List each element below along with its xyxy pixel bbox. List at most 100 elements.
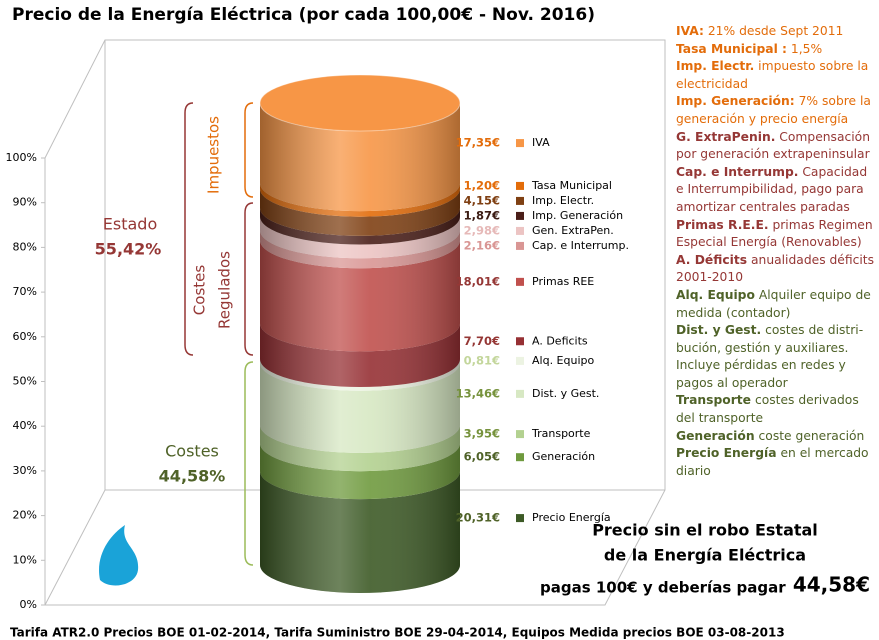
note: G. ExtraPenin. Compensación por generaci… bbox=[676, 129, 876, 164]
value-label: 20,31€ bbox=[456, 511, 500, 525]
note-text: primas Regimen Especial Energía (Renovab… bbox=[676, 217, 873, 250]
note-text: 7% sobre la generación y precio energía bbox=[676, 94, 871, 126]
value-label: 18,01€ bbox=[456, 274, 500, 288]
note: Primas R.E.E. primas Regimen Especial En… bbox=[676, 217, 876, 252]
legend-swatch bbox=[516, 226, 524, 235]
legend-label: A. Deficits bbox=[532, 334, 588, 347]
summary-line: de la Energía Eléctrica bbox=[604, 546, 806, 565]
note-text: Alquiler equipo de medida (contador) bbox=[676, 287, 871, 320]
value-label: 0,81€ bbox=[464, 353, 500, 367]
note-text: 1,5% bbox=[790, 41, 823, 56]
note-term: Precio Energía bbox=[676, 446, 777, 461]
legend-swatch bbox=[516, 241, 524, 250]
note-term: Alq. Equipo bbox=[676, 287, 755, 302]
note-term: G. ExtraPenin. bbox=[676, 129, 776, 144]
note-term: Primas R.E.E. bbox=[676, 217, 769, 232]
y-tick-label: 0% bbox=[20, 598, 37, 611]
group-label: Costes bbox=[165, 442, 219, 461]
note-text: en el mercado diario bbox=[676, 446, 869, 478]
legend-label: Cap. e Interrump. bbox=[532, 239, 629, 252]
legend-label: Imp. Generación bbox=[532, 209, 623, 222]
summary-line: pagas 100€ y deberías pagar bbox=[540, 579, 786, 597]
value-label: 6,05€ bbox=[464, 450, 500, 464]
chart-title: Precio de la Energía Eléctrica (por cada… bbox=[12, 5, 595, 25]
y-tick-label: 80% bbox=[13, 240, 37, 253]
y-tick-label: 50% bbox=[13, 375, 37, 388]
y-tick-label: 30% bbox=[13, 464, 37, 477]
y-tick-label: 100% bbox=[6, 151, 37, 164]
value-label: 2,98€ bbox=[464, 223, 500, 237]
group-label: Regulados bbox=[216, 251, 234, 329]
legend-label: Gen. ExtraPen. bbox=[532, 224, 614, 237]
legend-label: Imp. Electr. bbox=[532, 194, 594, 207]
group-total: 55,42% bbox=[95, 240, 162, 259]
note-term: Cap. e Interrump. bbox=[676, 164, 799, 179]
note-term: Imp. Generación: bbox=[676, 94, 795, 109]
legend-label: Precio Energía bbox=[532, 511, 611, 524]
notes: IVA: 21% desde Sept 2011 Tasa Municipal :… bbox=[676, 23, 876, 480]
legend-swatch bbox=[516, 356, 524, 365]
note-term: Imp. Electr. bbox=[676, 59, 755, 74]
summary-amount: 44,58€ bbox=[793, 573, 870, 597]
y-tick-label: 40% bbox=[13, 419, 37, 432]
legend-swatch bbox=[516, 277, 524, 286]
group-label: Costes bbox=[191, 265, 209, 316]
note-term: IVA: bbox=[676, 24, 704, 38]
note-text: coste generación bbox=[758, 428, 865, 443]
y-tick-label: 10% bbox=[13, 553, 37, 566]
note-term: Tasa Municipal : bbox=[676, 41, 787, 56]
note: A. Déficits anualidades déficits 2001-20… bbox=[676, 252, 876, 287]
note: Transporte costes derivados del transpor… bbox=[676, 392, 876, 427]
bracket bbox=[184, 102, 194, 356]
legend-swatch bbox=[516, 453, 524, 462]
note-text: impuesto sobre la electricidad bbox=[676, 59, 869, 91]
note-term: Generación bbox=[676, 428, 755, 443]
note: Dist. y Gest. costes de distri-bución, g… bbox=[676, 322, 876, 392]
group-label: Impuestos bbox=[205, 116, 223, 194]
bracket bbox=[244, 102, 254, 198]
legend-label: Primas REE bbox=[532, 275, 594, 288]
value-label: 4,15€ bbox=[464, 193, 500, 207]
note: Imp. Generación: 7% sobre la generación … bbox=[676, 93, 876, 128]
legend-label: Dist. y Gest. bbox=[532, 387, 599, 400]
legend-swatch bbox=[516, 196, 524, 205]
note-text: costes de distri-bución, gestión y auxil… bbox=[676, 323, 864, 390]
note: IVA: 21% desde Sept 2011 bbox=[676, 23, 876, 41]
value-label: 17,35€ bbox=[456, 136, 500, 150]
legend-swatch bbox=[516, 211, 524, 220]
legend-label: Tasa Municipal bbox=[531, 179, 612, 192]
note: Cap. e Interrump. Capacidad e Interrumpi… bbox=[676, 164, 876, 217]
legend-swatch bbox=[516, 139, 524, 148]
bracket bbox=[244, 361, 254, 566]
legend-swatch bbox=[516, 389, 524, 398]
note-text: 21% desde Sept 2011 bbox=[707, 24, 844, 38]
note-text: Capacidad e Interrumpibilidad, pago para… bbox=[676, 164, 868, 214]
legend-label: Generación bbox=[532, 450, 595, 463]
note: Tasa Municipal : 1,5% bbox=[676, 41, 876, 59]
note-term: Transporte bbox=[676, 393, 752, 408]
summary-line: Precio sin el robo Estatal bbox=[592, 521, 818, 540]
note-term: Dist. y Gest. bbox=[676, 323, 762, 338]
group-label: Estado bbox=[103, 215, 157, 234]
value-label: 3,95€ bbox=[464, 427, 500, 441]
note: Generación coste generación bbox=[676, 428, 876, 446]
legend-swatch bbox=[516, 430, 524, 439]
legend-swatch bbox=[516, 337, 524, 346]
legend-swatch bbox=[516, 514, 524, 523]
group-total: 44,58% bbox=[159, 467, 226, 486]
cylinder-top bbox=[259, 74, 461, 132]
note: Imp. Electr. impuesto sobre la electrici… bbox=[676, 58, 876, 93]
y-tick-label: 20% bbox=[13, 509, 37, 522]
note-text: anualidades déficits 2001-2010 bbox=[676, 252, 875, 285]
legend-label: Alq. Equipo bbox=[532, 354, 594, 367]
y-tick-label: 60% bbox=[13, 330, 37, 343]
note-text: Compensación por generación extrapeninsu… bbox=[676, 129, 870, 162]
legend-swatch bbox=[516, 181, 524, 190]
footnote: Tarifa ATR2.0 Precios BOE 01-02-2014, Ta… bbox=[10, 626, 785, 640]
value-label: 13,46€ bbox=[456, 386, 500, 400]
value-label: 1,87€ bbox=[464, 208, 500, 222]
note: Precio Energía en el mercado diario bbox=[676, 445, 876, 480]
logo bbox=[99, 525, 139, 586]
